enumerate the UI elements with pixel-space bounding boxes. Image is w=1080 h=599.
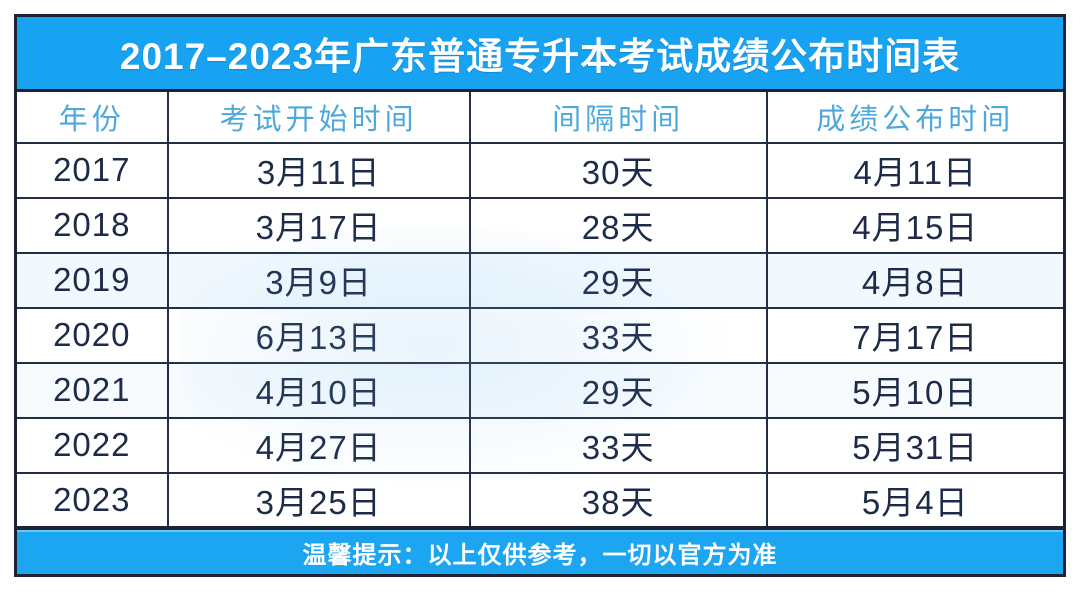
cell-year: 2022 — [14, 416, 169, 474]
cell-exam-start: 6月13日 — [166, 306, 471, 364]
table-row-2018: 2018 3月17日 28天 4月15日 — [14, 196, 1066, 254]
column-header-year: 年份 — [14, 89, 169, 144]
footer-note-text: 温馨提示：以上仅供参考，一切以官方为准 — [302, 541, 778, 569]
cell-year: 2020 — [14, 306, 169, 364]
cell-year: 2023 — [14, 471, 169, 529]
cell-year: 2018 — [14, 196, 169, 254]
cell-year: 2021 — [14, 361, 169, 419]
cell-score-release: 7月17日 — [765, 306, 1066, 364]
cell-exam-start: 4月27日 — [166, 416, 471, 474]
cell-year: 2019 — [14, 251, 169, 309]
column-header-exam-start: 考试开始时间 — [166, 89, 471, 144]
cell-score-release: 4月15日 — [765, 196, 1066, 254]
table-row-2019: 2019 3月9日 29天 4月8日 — [14, 251, 1066, 309]
cell-interval: 30天 — [468, 141, 768, 199]
column-header-score-release: 成绩公布时间 — [765, 89, 1066, 144]
cell-interval: 33天 — [468, 416, 768, 474]
page-title: 2017–2023年广东普通专升本考试成绩公布时间表 — [119, 36, 961, 77]
cell-interval: 38天 — [468, 471, 768, 529]
cell-exam-start: 3月9日 — [166, 251, 471, 309]
table-row-2017: 2017 3月11日 30天 4月11日 — [14, 141, 1066, 199]
column-header-interval: 间隔时间 — [468, 89, 768, 144]
cell-interval: 29天 — [468, 251, 768, 309]
cell-exam-start: 3月17日 — [166, 196, 471, 254]
cell-year: 2017 — [14, 141, 169, 199]
table-row-2023: 2023 3月25日 38天 5月4日 — [14, 471, 1066, 529]
cell-interval: 29天 — [468, 361, 768, 419]
cell-exam-start: 4月10日 — [166, 361, 471, 419]
cell-score-release: 4月11日 — [765, 141, 1066, 199]
cell-score-release: 5月4日 — [765, 471, 1066, 529]
table-row-2020: 2020 6月13日 33天 7月17日 — [14, 306, 1066, 364]
cell-score-release: 4月8日 — [765, 251, 1066, 309]
cell-interval: 33天 — [468, 306, 768, 364]
cell-score-release: 5月31日 — [765, 416, 1066, 474]
table-row-2021: 2021 4月10日 29天 5月10日 — [14, 361, 1066, 419]
score-schedule-table: 年份 考试开始时间 间隔时间 成绩公布时间 2017 3月11日 30天 4月1… — [14, 89, 1066, 529]
title-bar: 2017–2023年广东普通专升本考试成绩公布时间表 — [14, 14, 1066, 92]
cell-exam-start: 3月11日 — [166, 141, 471, 199]
cell-score-release: 5月10日 — [765, 361, 1066, 419]
cell-exam-start: 3月25日 — [166, 471, 471, 529]
table-row-2022: 2022 4月27日 33天 5月31日 — [14, 416, 1066, 474]
table-header-row: 年份 考试开始时间 间隔时间 成绩公布时间 — [14, 89, 1066, 144]
footer-note-bar: 温馨提示：以上仅供参考，一切以官方为准 — [14, 527, 1066, 577]
cell-interval: 28天 — [468, 196, 768, 254]
